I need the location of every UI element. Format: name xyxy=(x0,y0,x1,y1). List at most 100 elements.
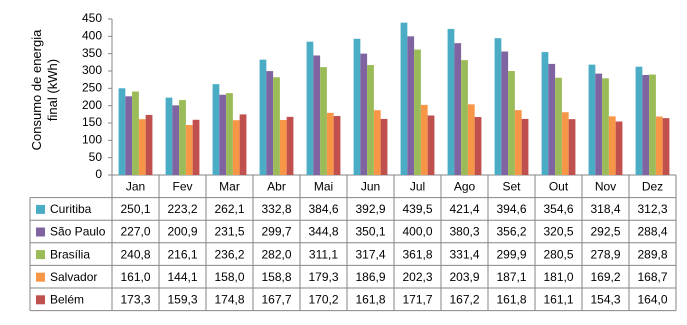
bar xyxy=(461,60,468,175)
table-cell: 181,0 xyxy=(543,270,573,284)
table-cell: 231,5 xyxy=(214,225,244,239)
table-cell: 282,0 xyxy=(261,247,291,261)
table-cell: 299,9 xyxy=(496,247,526,261)
bar xyxy=(192,119,200,175)
bar xyxy=(595,73,603,175)
table-cell: 439,5 xyxy=(402,202,432,216)
bar xyxy=(602,78,609,175)
bar xyxy=(514,110,522,175)
y-tick-label: 150 xyxy=(82,115,102,129)
bar xyxy=(642,75,650,175)
bar xyxy=(239,114,247,175)
y-tick-label: 200 xyxy=(82,98,102,112)
table-cell: 223,2 xyxy=(167,202,197,216)
table-cell: 186,9 xyxy=(355,270,385,284)
table-cell: 174,8 xyxy=(214,292,244,306)
bar xyxy=(568,119,576,175)
table-cell: 384,6 xyxy=(308,202,338,216)
table-cell: 200,9 xyxy=(167,225,197,239)
bar xyxy=(279,119,287,175)
bar xyxy=(125,96,133,175)
table-cell: 154,3 xyxy=(590,292,620,306)
bar xyxy=(615,121,623,175)
legend-label: Curitiba xyxy=(50,202,92,216)
x-tick-label: Out xyxy=(549,179,569,193)
y-tick-label: 250 xyxy=(82,81,102,95)
table-cell: 317,4 xyxy=(355,247,385,261)
table-cell: 167,7 xyxy=(261,292,291,306)
table-cell: 168,7 xyxy=(637,270,667,284)
bar xyxy=(414,49,421,175)
bar xyxy=(655,116,663,175)
x-tick-label: Ago xyxy=(454,179,476,193)
x-tick-label: Set xyxy=(502,179,521,193)
bar xyxy=(138,119,146,175)
bar xyxy=(508,71,515,175)
bar xyxy=(219,94,227,175)
table-cell: 159,3 xyxy=(167,292,197,306)
table-cell: 158,8 xyxy=(261,270,291,284)
bar xyxy=(273,77,280,175)
table-cell: 187,1 xyxy=(496,270,526,284)
bar xyxy=(286,116,294,175)
table-cell: 299,7 xyxy=(261,225,291,239)
y-tick-label: 450 xyxy=(82,11,102,25)
table-cell: 354,6 xyxy=(543,202,573,216)
bar xyxy=(179,100,186,175)
table-cell: 161,1 xyxy=(543,292,573,306)
table-cell: 227,0 xyxy=(120,225,150,239)
bar xyxy=(447,28,455,175)
bar xyxy=(555,77,562,175)
bar xyxy=(185,125,193,175)
bar xyxy=(118,88,126,175)
bar xyxy=(588,64,596,175)
legend-swatch xyxy=(36,204,45,214)
bar xyxy=(367,64,374,175)
table-cell: 203,9 xyxy=(449,270,479,284)
x-tick-label: Dez xyxy=(642,179,663,193)
table-cell: 240,8 xyxy=(120,247,150,261)
table-cell: 320,5 xyxy=(543,225,573,239)
bar xyxy=(326,112,334,175)
table-cell: 167,2 xyxy=(449,292,479,306)
x-tick-label: Abr xyxy=(267,179,286,193)
table-cell: 169,2 xyxy=(590,270,620,284)
bar xyxy=(474,117,482,175)
table-cell: 164,0 xyxy=(637,292,667,306)
table-cell: 161,0 xyxy=(120,270,150,284)
y-tick-label: 100 xyxy=(82,133,102,147)
legend-swatch xyxy=(36,250,45,260)
table-cell: 202,3 xyxy=(402,270,432,284)
x-tick-label: Fev xyxy=(172,179,192,193)
table-cell: 380,3 xyxy=(449,225,479,239)
bar xyxy=(132,91,139,175)
y-tick-label: 300 xyxy=(82,63,102,77)
table-cell: 288,4 xyxy=(637,225,667,239)
table-cell: 344,8 xyxy=(308,225,338,239)
table-cell: 394,6 xyxy=(496,202,526,216)
bar xyxy=(541,52,549,175)
table-cell: 292,5 xyxy=(590,225,620,239)
y-tick-label: 400 xyxy=(82,29,102,43)
x-tick-label: Jan xyxy=(126,179,145,193)
table-cell: 392,9 xyxy=(355,202,385,216)
table-cell: 161,8 xyxy=(496,292,526,306)
bar xyxy=(259,59,267,175)
table-cell: 350,1 xyxy=(355,225,385,239)
table-cell: 421,4 xyxy=(449,202,479,216)
bar xyxy=(454,43,462,176)
bar xyxy=(360,53,368,175)
bar xyxy=(165,97,173,175)
y-axis-label: Consumo de energia final (kWh) xyxy=(29,29,60,151)
bar xyxy=(320,67,327,175)
bar xyxy=(548,63,556,175)
table-cell: 262,1 xyxy=(214,202,244,216)
x-tick-label: Jun xyxy=(361,179,380,193)
table-cell: 312,3 xyxy=(637,202,667,216)
x-tick-label: Mar xyxy=(219,179,240,193)
bar xyxy=(306,41,314,176)
legend-swatch xyxy=(36,227,45,237)
y-tick-label: 50 xyxy=(89,150,103,164)
table-cell: 289,8 xyxy=(637,247,667,261)
bar xyxy=(494,38,502,175)
